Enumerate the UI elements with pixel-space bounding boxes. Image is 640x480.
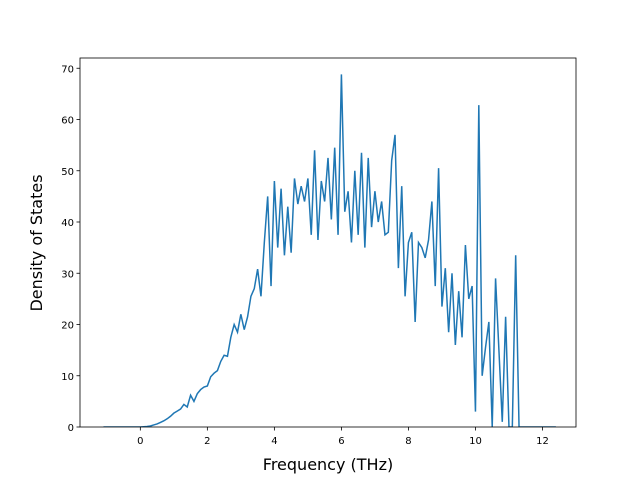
y-tick-label: 70 [61, 64, 74, 75]
y-tick-label: 20 [61, 321, 74, 332]
y-tick-label: 50 [61, 167, 74, 178]
plot-frame [79, 57, 577, 428]
y-tick-label: 30 [61, 269, 74, 280]
x-tick-label: 12 [536, 436, 549, 447]
x-tick-label: 2 [204, 436, 210, 447]
x-tick-label: 6 [338, 436, 344, 447]
data-line [103, 74, 556, 427]
x-tick-label: 4 [271, 436, 277, 447]
x-tick-label: 8 [405, 436, 411, 447]
y-tick-label: 10 [61, 372, 74, 383]
x-axis-label: Frequency (THz) [263, 455, 393, 474]
y-tick-label: 0 [68, 423, 74, 434]
x-tick-label: 10 [469, 436, 482, 447]
y-tick-label: 40 [61, 218, 74, 229]
y-tick-label: 60 [61, 116, 74, 127]
x-tick-label: 0 [137, 436, 143, 447]
y-axis-label: Density of States [27, 174, 46, 311]
